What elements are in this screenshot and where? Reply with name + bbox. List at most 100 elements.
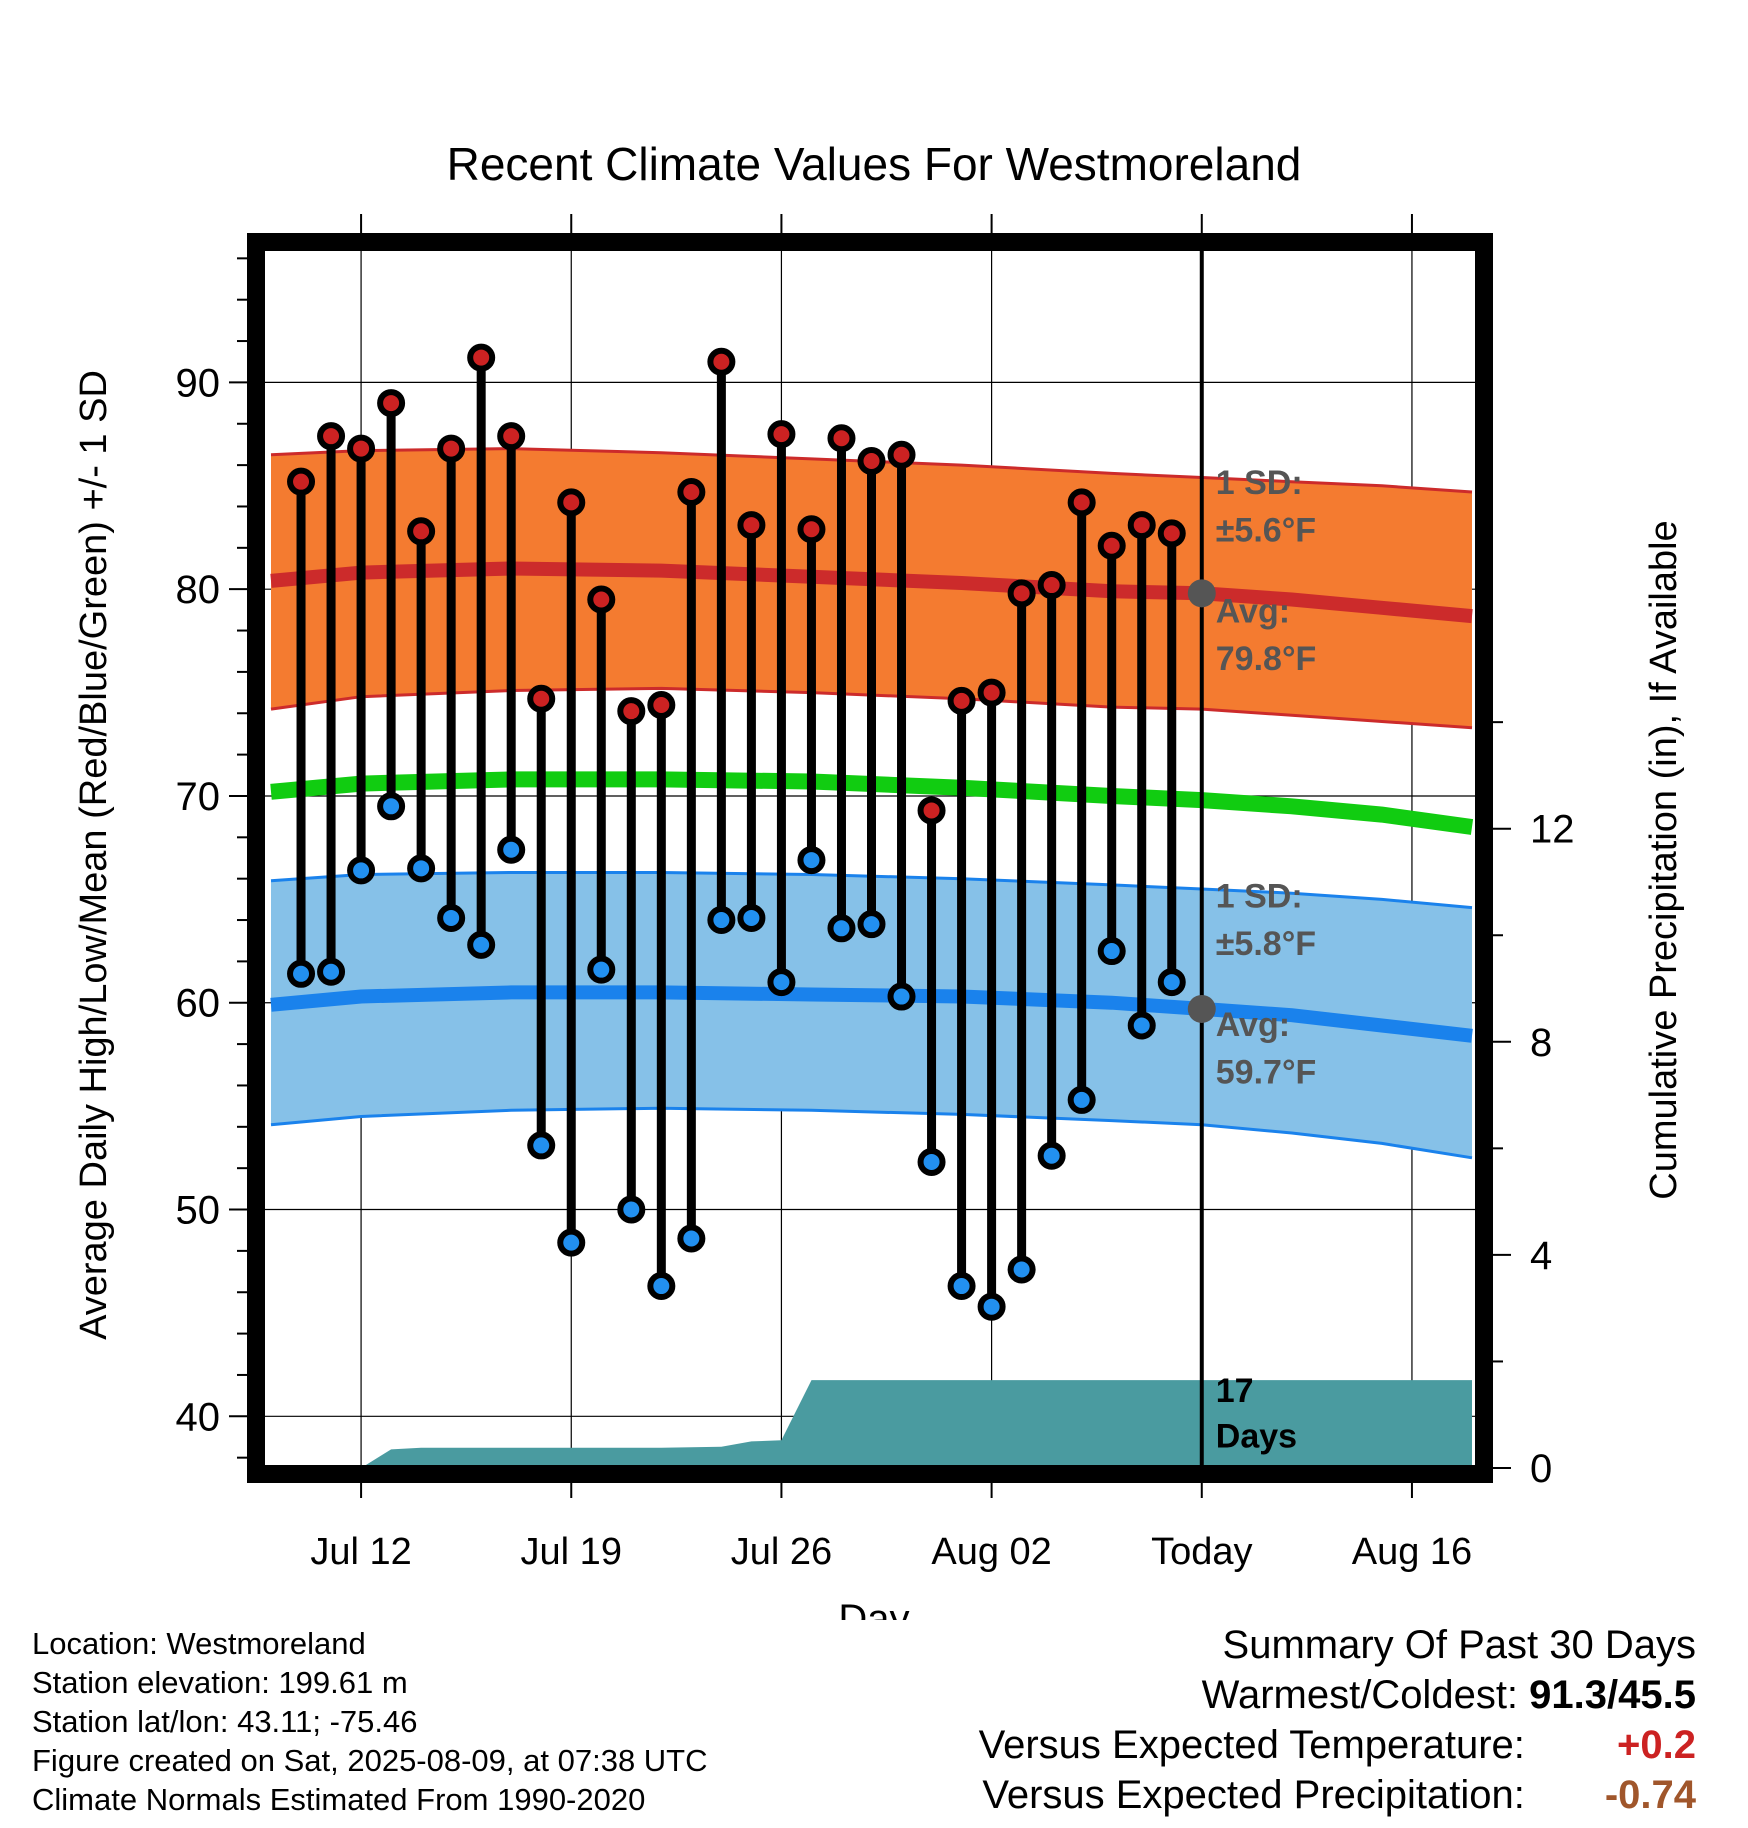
daily-low-point <box>557 1228 586 1257</box>
high-avg-value: 79.8°F <box>1216 640 1317 678</box>
daily-low-point <box>887 982 916 1011</box>
y2-tick-label: 4 <box>1530 1234 1552 1278</box>
summary-row-warm-cold: Warmest/Coldest: 91.3/45.5 <box>979 1670 1696 1720</box>
daily-low-point <box>1157 968 1186 997</box>
daily-high-point <box>377 389 406 418</box>
daily-high-point <box>797 515 826 544</box>
daily-high-point <box>407 517 436 546</box>
summary-row-precip: Versus Expected Precipitation: -0.74 <box>979 1770 1696 1820</box>
daily-high-point <box>1067 488 1096 517</box>
daily-high-point <box>1157 519 1186 548</box>
daily-high-point <box>1097 531 1126 560</box>
y-tick-label: 90 <box>176 361 221 405</box>
daily-high-point <box>827 424 856 453</box>
daily-high-point <box>977 678 1006 707</box>
daily-high-point <box>1007 579 1036 608</box>
daily-high-point <box>617 697 646 726</box>
daily-low-point <box>407 854 436 883</box>
daily-low-point <box>647 1272 676 1301</box>
warm-cold-label: Warmest/Coldest: <box>1201 1673 1519 1717</box>
y-axis-label: Average Daily High/Low/Mean (Red/Blue/Gr… <box>73 370 115 1340</box>
daily-low-point <box>1067 1085 1096 1114</box>
plot-area: 1 SD: ±5.6°F Avg: 79.8°F 1 SD: ±5.8°F Avg: 59.7… <box>176 214 1575 1573</box>
station-info: Location: Westmoreland Station elevation… <box>32 1624 708 1819</box>
daily-low-point <box>617 1195 646 1224</box>
daily-low-point <box>737 903 766 932</box>
daily-high-point <box>917 796 946 825</box>
daily-low-point <box>587 955 616 984</box>
daily-high-point <box>887 440 916 469</box>
low-avg-label: Avg: <box>1216 1006 1290 1044</box>
daily-low-point <box>527 1131 556 1160</box>
y-tick-label: 40 <box>176 1395 221 1439</box>
x-tick-label: Jul 19 <box>521 1531 622 1573</box>
daily-high-point <box>587 585 616 614</box>
precip-value: -0.74 <box>1604 1773 1696 1817</box>
daily-high-point <box>677 478 706 506</box>
high-avg-label: Avg: <box>1216 592 1290 630</box>
summary-row-temp: Versus Expected Temperature: +0.2 <box>979 1720 1696 1770</box>
y2-tick-label: 0 <box>1530 1447 1552 1491</box>
y-tick-label: 50 <box>176 1189 221 1233</box>
daily-low-point <box>857 910 886 939</box>
summary-panel: Summary Of Past 30 Days Warmest/Coldest:… <box>979 1620 1696 1820</box>
location-text: Location: Westmoreland <box>32 1626 366 1661</box>
daily-high-point <box>437 434 466 463</box>
y-tick-label: 70 <box>176 775 221 819</box>
x-tick-label: Today <box>1151 1531 1252 1573</box>
daily-low-point <box>767 968 796 997</box>
today-high-normal-marker <box>1187 579 1216 608</box>
daily-low-point <box>287 959 316 988</box>
precip-days-label: Days <box>1216 1417 1297 1455</box>
daily-high-point <box>767 420 796 449</box>
daily-high-point <box>467 343 496 372</box>
latlon-text: Station lat/lon: 43.11; -75.46 <box>32 1704 418 1739</box>
precip-area <box>361 1380 1472 1468</box>
high-sd-value: ±5.6°F <box>1216 512 1316 550</box>
low-sd-label: 1 SD: <box>1216 878 1303 916</box>
elevation-text: Station elevation: 199.61 m <box>32 1665 408 1700</box>
x-tick-label: Jul 26 <box>731 1531 832 1573</box>
daily-low-point <box>827 914 856 943</box>
y2-axis-label: Cumulative Precipitation (in), If Availa… <box>1643 520 1685 1199</box>
warm-cold-value: 91.3/45.5 <box>1529 1673 1696 1717</box>
x-tick-label: Jul 12 <box>310 1531 411 1573</box>
daily-high-point <box>527 684 556 713</box>
x-axis-label: Day <box>838 1597 909 1620</box>
daily-high-point <box>707 347 736 376</box>
daily-high-point <box>947 686 976 715</box>
temp-label: Versus Expected Temperature: <box>978 1723 1525 1767</box>
daily-low-point <box>1007 1255 1036 1284</box>
daily-high-point <box>1127 511 1156 540</box>
precip-days-count: 17 <box>1216 1372 1254 1410</box>
high-sd-label: 1 SD: <box>1216 464 1303 502</box>
daily-high-point <box>857 446 886 475</box>
daily-low-point <box>917 1147 946 1176</box>
daily-low-point <box>707 906 736 935</box>
daily-low-point <box>467 930 496 959</box>
daily-low-point <box>497 835 526 864</box>
daily-high-point <box>737 511 766 540</box>
daily-high-point <box>317 422 346 451</box>
daily-low-point <box>947 1272 976 1301</box>
daily-high-point <box>647 690 676 719</box>
climate-chart: Recent Climate Values For Westmoreland 1… <box>73 138 1685 1620</box>
today-low-normal-marker <box>1187 994 1216 1023</box>
daily-high-point <box>1037 571 1066 600</box>
low-sd-value: ±5.8°F <box>1216 925 1316 963</box>
daily-high-point <box>497 422 526 451</box>
daily-low-point <box>677 1224 706 1253</box>
created-text: Figure created on Sat, 2025-08-09, at 07… <box>32 1743 708 1778</box>
normals-text: Climate Normals Estimated From 1990-2020 <box>32 1782 646 1817</box>
plot-frame <box>247 233 1493 1483</box>
daily-high-point <box>557 488 586 517</box>
daily-low-point <box>1127 1011 1156 1040</box>
daily-low-point <box>347 856 376 885</box>
low-avg-value: 59.7°F <box>1216 1053 1317 1091</box>
y-tick-label: 60 <box>176 982 221 1026</box>
daily-high-point <box>287 467 316 496</box>
normal-high-line <box>270 561 1473 624</box>
x-tick-label: Aug 16 <box>1352 1531 1472 1573</box>
daily-low-point <box>1097 937 1126 966</box>
daily-high-point <box>347 434 376 463</box>
